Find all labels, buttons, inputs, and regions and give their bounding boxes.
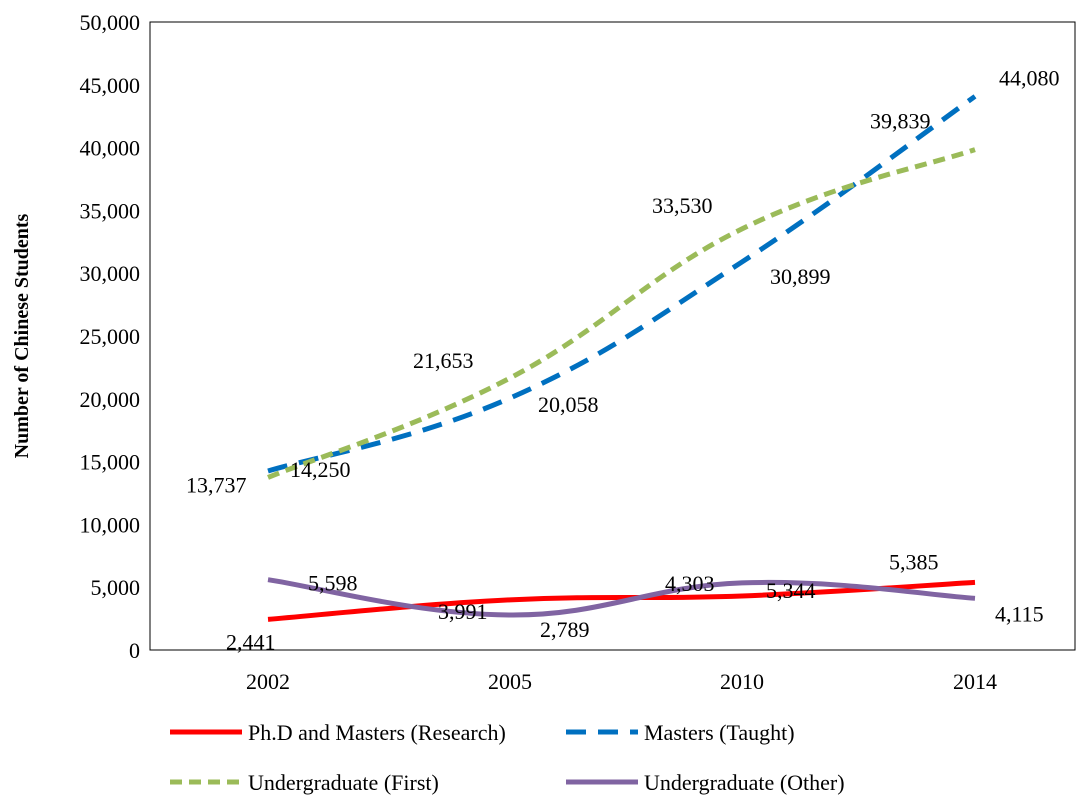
legend-label: Ph.D and Masters (Research) xyxy=(248,720,506,745)
undergrad-first-series-line xyxy=(267,147,976,480)
y-tick-label: 40,000 xyxy=(80,136,141,161)
series-lines xyxy=(267,94,977,622)
y-tick-label: 0 xyxy=(129,638,140,663)
data-label: 20,058 xyxy=(538,392,599,417)
y-tick-label: 15,000 xyxy=(80,450,141,475)
y-tick-label: 50,000 xyxy=(80,10,141,35)
data-label: 5,598 xyxy=(308,571,358,596)
data-label: 3,991 xyxy=(438,599,488,624)
data-label: 2,441 xyxy=(226,629,276,654)
data-label: 21,653 xyxy=(413,348,474,373)
legend-label: Masters (Taught) xyxy=(644,720,795,745)
x-tick-label: 2010 xyxy=(720,669,764,694)
data-label: 44,080 xyxy=(999,65,1060,90)
y-tick-label: 35,000 xyxy=(80,198,141,223)
y-tick-label: 5,000 xyxy=(91,575,141,600)
y-tick-label: 45,000 xyxy=(80,73,141,98)
y-axis-ticks: 0 5,000 10,000 15,000 20,000 25,000 30,000 35,0… xyxy=(80,10,141,663)
data-label: 39,839 xyxy=(870,109,931,134)
legend-item-undergrad-other: Undergraduate (Other) xyxy=(566,770,845,795)
x-tick-label: 2014 xyxy=(953,669,997,694)
plot-area xyxy=(149,21,1076,651)
legend: Ph.D and Masters (Research) Masters (Taug… xyxy=(170,720,845,795)
data-label: 4,303 xyxy=(665,571,715,596)
y-tick-label: 20,000 xyxy=(80,387,141,412)
undergrad-other-series-line xyxy=(267,577,976,618)
y-axis-label: Number of Chinese Students xyxy=(11,213,33,458)
data-label: 30,899 xyxy=(770,264,831,289)
x-axis-ticks: 2002 2005 2010 2014 xyxy=(246,669,997,694)
legend-label: Undergraduate (First) xyxy=(248,770,439,795)
data-labels: 2,441 3,991 4,303 5,385 14,250 20,058 30,899 44… xyxy=(186,65,1060,654)
data-label: 5,385 xyxy=(889,549,939,574)
legend-item-undergrad-first: Undergraduate (First) xyxy=(170,770,439,795)
data-label: 5,344 xyxy=(766,578,816,603)
legend-item-taught: Masters (Taught) xyxy=(566,720,795,745)
data-label: 13,737 xyxy=(186,472,247,497)
data-label: 33,530 xyxy=(652,193,713,218)
x-tick-label: 2005 xyxy=(488,669,532,694)
legend-item-research: Ph.D and Masters (Research) xyxy=(170,720,506,745)
taught-series-line xyxy=(267,94,977,474)
data-label: 2,789 xyxy=(540,617,590,642)
x-tick-label: 2002 xyxy=(246,669,290,694)
data-label: 4,115 xyxy=(995,601,1044,626)
y-tick-label: 30,000 xyxy=(80,261,141,286)
data-label: 14,250 xyxy=(290,457,351,482)
y-tick-label: 10,000 xyxy=(80,512,141,537)
y-tick-label: 25,000 xyxy=(80,324,141,349)
legend-label: Undergraduate (Other) xyxy=(644,770,845,795)
